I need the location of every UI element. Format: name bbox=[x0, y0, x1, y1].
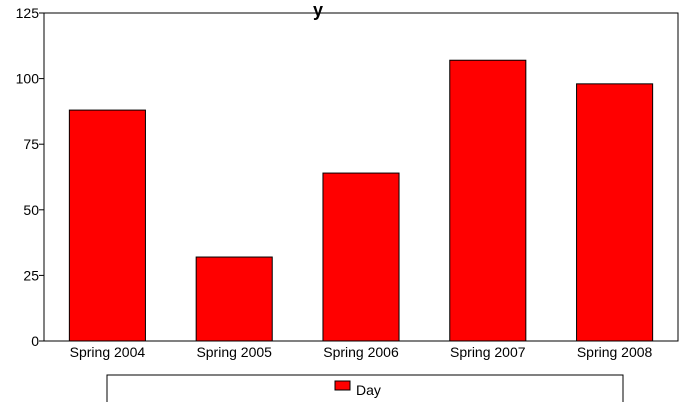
bar bbox=[68, 109, 146, 342]
x-tick-label: Spring 2007 bbox=[450, 344, 526, 360]
bar bbox=[449, 59, 527, 342]
y-tick-label: 0 bbox=[31, 333, 39, 349]
legend: Day bbox=[106, 374, 624, 402]
x-tick-label: Spring 2005 bbox=[196, 344, 272, 360]
y-tick-label: 50 bbox=[23, 202, 39, 218]
chart-title-fragment: y bbox=[313, 0, 323, 20]
legend-swatch bbox=[334, 380, 351, 391]
y-tick-label: 25 bbox=[23, 267, 39, 283]
bar bbox=[195, 256, 273, 342]
x-tick-label: Spring 2006 bbox=[323, 344, 399, 360]
bars-group bbox=[68, 59, 654, 342]
y-axis: 0 25 50 75 100 125 bbox=[16, 5, 44, 349]
y-tick-label: 125 bbox=[16, 5, 40, 21]
x-axis: Spring 2004 Spring 2005 Spring 2006 Spring … bbox=[70, 344, 653, 360]
chart-title-group: y bbox=[313, 0, 323, 20]
x-tick-label: Spring 2008 bbox=[577, 344, 653, 360]
bar bbox=[322, 172, 400, 342]
legend-label: Day bbox=[356, 382, 381, 398]
bar bbox=[576, 83, 654, 342]
y-tick-label: 100 bbox=[16, 71, 40, 87]
legend-box bbox=[106, 374, 624, 402]
x-tick-label: Spring 2004 bbox=[70, 344, 146, 360]
y-tick-label: 75 bbox=[23, 136, 39, 152]
